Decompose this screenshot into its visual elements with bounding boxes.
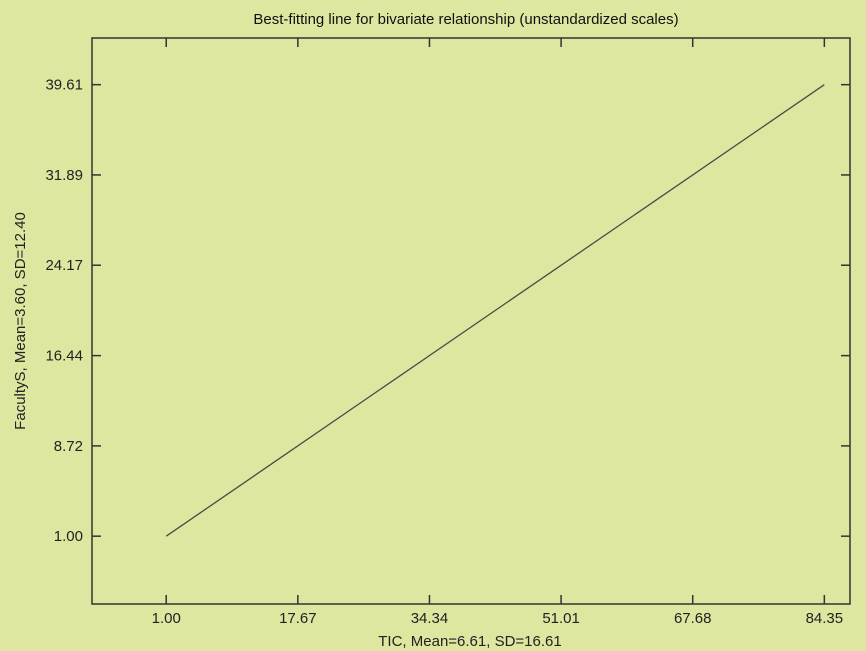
y-tick-label: 16.44 bbox=[45, 348, 83, 365]
y-tick-label: 1.00 bbox=[54, 528, 83, 545]
y-tick-label: 24.17 bbox=[45, 257, 83, 274]
x-tick-label: 51.01 bbox=[542, 610, 580, 627]
x-tick-label: 17.67 bbox=[279, 610, 317, 627]
x-tick-label: 1.00 bbox=[152, 610, 181, 627]
y-axis-title: FacultyS, Mean=3.60, SD=12.40 bbox=[12, 212, 29, 430]
y-tick-label: 8.72 bbox=[54, 438, 83, 455]
y-tick-label: 31.89 bbox=[45, 167, 83, 184]
x-tick-label: 84.35 bbox=[806, 610, 844, 627]
best-fit-line bbox=[165, 84, 825, 537]
plot-area-frame bbox=[91, 37, 851, 605]
series-layer bbox=[165, 84, 825, 537]
ticks-layer: 1.00 17.67 34.34 51.01 67.68 84.35 1.00 8.72 16.… bbox=[45, 38, 850, 627]
x-tick-label: 67.68 bbox=[674, 610, 712, 627]
x-axis-title: TIC, Mean=6.61, SD=16.61 bbox=[378, 633, 561, 650]
y-tick-label: 39.61 bbox=[45, 77, 83, 94]
chart-title: Best-fitting line for bivariate relation… bbox=[253, 11, 678, 28]
x-tick-label: 34.34 bbox=[411, 610, 449, 627]
